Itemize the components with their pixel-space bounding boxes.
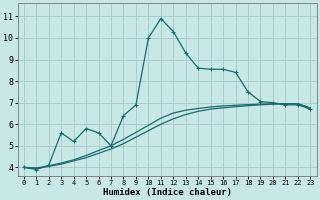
X-axis label: Humidex (Indice chaleur): Humidex (Indice chaleur) <box>103 188 232 197</box>
